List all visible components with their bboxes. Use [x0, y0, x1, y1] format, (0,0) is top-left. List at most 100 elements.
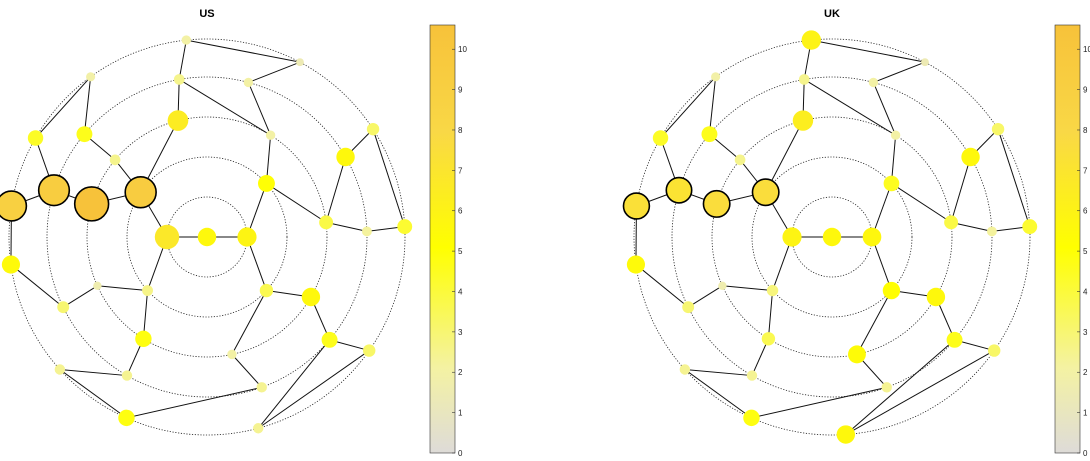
- network-node: [782, 227, 802, 247]
- network-node: [746, 370, 758, 381]
- network-node: [167, 110, 189, 131]
- network-node: [751, 178, 780, 207]
- colorbar-tick-label: 8: [458, 126, 463, 135]
- network-edge: [186, 39, 301, 63]
- network-node: [135, 330, 152, 347]
- colorbar-uk: 0 1 2 3 4 5 6 7 8 9 10: [1054, 24, 1090, 458]
- network-node: [301, 287, 321, 307]
- network-edge: [231, 290, 267, 355]
- network-nodes-us: [0, 35, 413, 434]
- network-node: [397, 219, 413, 235]
- network-edge: [997, 129, 1031, 227]
- colorbar-tick-label: 1: [458, 409, 463, 418]
- network-node: [366, 122, 380, 136]
- network-node: [362, 344, 376, 357]
- network-node: [761, 332, 776, 346]
- network-edge: [950, 221, 993, 232]
- colorbar-tick-label: 2: [458, 368, 463, 377]
- network-node: [243, 77, 254, 88]
- colorbar-tick-label: 5: [1083, 247, 1088, 256]
- network-node: [862, 227, 882, 247]
- network-node: [296, 58, 304, 67]
- colorbar-tick-label: 5: [458, 247, 463, 256]
- network-node: [253, 423, 264, 434]
- network-node: [987, 344, 1001, 357]
- network-edge: [708, 76, 717, 135]
- network-node: [868, 77, 879, 88]
- network-node: [37, 174, 71, 207]
- network-edge: [845, 350, 995, 435]
- network-node: [197, 227, 217, 247]
- network-edge: [178, 39, 187, 80]
- colorbar-gradient: [1054, 24, 1081, 454]
- network-node: [986, 226, 997, 237]
- network-node: [27, 130, 44, 146]
- network-node: [86, 72, 96, 82]
- network-node: [336, 147, 355, 167]
- network-edge: [248, 61, 301, 83]
- colorbar-tick-label: 3: [458, 328, 463, 337]
- network-node: [926, 287, 946, 307]
- network-edge: [873, 61, 926, 83]
- colorbar-tick-label: 9: [458, 86, 463, 95]
- network-node: [702, 189, 731, 218]
- network-edge: [178, 79, 271, 136]
- network-node: [1, 255, 20, 274]
- network-edge: [891, 183, 952, 223]
- network-node: [711, 72, 721, 82]
- network-edge: [845, 339, 955, 435]
- network-node: [626, 255, 645, 274]
- ring-guide: [126, 156, 288, 318]
- network-edge: [10, 264, 64, 308]
- colorbar-tick-label: 0: [1083, 449, 1088, 458]
- network-node: [54, 364, 66, 375]
- network-node: [890, 130, 901, 140]
- network-edge: [126, 386, 262, 419]
- network-node: [743, 409, 760, 427]
- network-node: [836, 425, 856, 444]
- network-node: [847, 345, 866, 364]
- network-edge: [59, 368, 128, 377]
- network-node: [822, 227, 842, 247]
- colorbar-tick-label: 4: [1083, 287, 1088, 296]
- network-node: [154, 224, 180, 250]
- colorbar-tick-label: 10: [458, 45, 467, 54]
- network-node: [227, 349, 237, 360]
- ring-guide: [86, 116, 328, 358]
- network-node: [173, 74, 185, 85]
- network-node: [991, 122, 1005, 136]
- network-node: [944, 215, 959, 230]
- network-node: [93, 281, 102, 291]
- network-edge: [231, 354, 263, 388]
- colorbar-tick-label: 4: [458, 287, 463, 296]
- colorbar-tick-label: 6: [458, 207, 463, 216]
- network-node: [961, 147, 980, 167]
- network-node: [701, 126, 718, 143]
- network-node: [921, 58, 929, 67]
- network-edge: [325, 156, 347, 223]
- ring-guide: [8, 38, 406, 436]
- network-edge: [803, 79, 896, 136]
- colorbar-tick-label: 6: [1083, 207, 1088, 216]
- network-edge: [751, 386, 887, 419]
- network-edge: [257, 350, 370, 429]
- network-edge: [372, 129, 406, 227]
- panel-title-uk: UK: [824, 8, 840, 20]
- colorbar-tick-label: 7: [458, 166, 463, 175]
- network-edge: [325, 221, 368, 232]
- network-node: [73, 186, 110, 222]
- network-edge: [247, 82, 272, 136]
- network-edge: [767, 290, 774, 339]
- network-edge: [871, 183, 892, 238]
- network-node: [118, 409, 135, 427]
- network-node: [259, 283, 274, 298]
- network-edge: [684, 369, 752, 419]
- network-node: [622, 192, 651, 220]
- network-node: [798, 74, 810, 85]
- network-node: [265, 130, 276, 140]
- ring-guides-us: [8, 38, 406, 436]
- network-edge: [722, 285, 773, 292]
- colorbar-tick-label: 3: [1083, 328, 1088, 337]
- network-node: [801, 30, 822, 50]
- panel-us: US: [0, 8, 413, 436]
